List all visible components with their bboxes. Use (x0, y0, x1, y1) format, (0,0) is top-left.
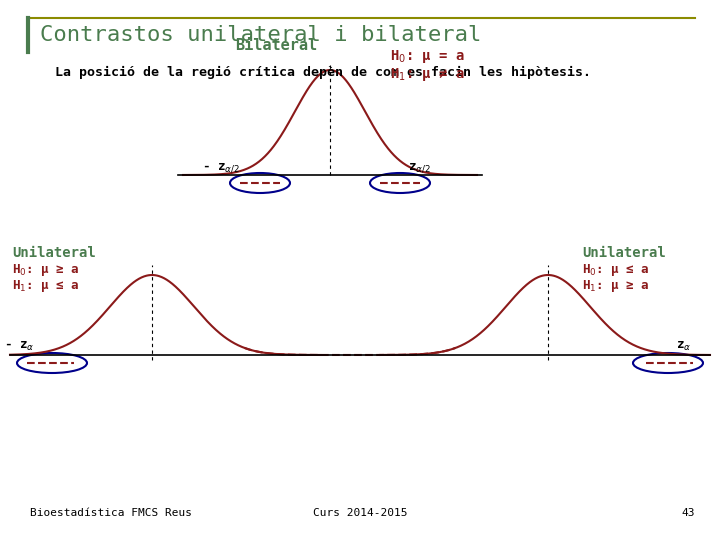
Text: - z$_{\alpha/2}$: - z$_{\alpha/2}$ (202, 160, 240, 173)
Text: La posició de la regió crítica depèn de com es facin les hipòtesis.: La posició de la regió crítica depèn de … (55, 66, 591, 79)
Text: Bilateral: Bilateral (235, 38, 317, 53)
Text: Unilateral: Unilateral (12, 246, 96, 260)
Text: Curs 2014-2015: Curs 2014-2015 (312, 508, 408, 518)
Text: z$_{\alpha/2}$: z$_{\alpha/2}$ (408, 160, 431, 173)
Text: Unilateral: Unilateral (582, 246, 666, 260)
Text: 43: 43 (682, 508, 695, 518)
Text: H$_1$: μ ≤ a: H$_1$: μ ≤ a (12, 278, 79, 294)
Text: Bioestadística FMCS Reus: Bioestadística FMCS Reus (30, 508, 192, 518)
Text: H$_1$: μ ≥ a: H$_1$: μ ≥ a (582, 278, 649, 294)
Text: Contrastos unilateral i bilateral: Contrastos unilateral i bilateral (40, 25, 482, 45)
Text: H$_0$: μ ≤ a: H$_0$: μ ≤ a (582, 262, 649, 278)
Text: H$_1$: μ ≠ a: H$_1$: μ ≠ a (390, 66, 464, 83)
Text: - z$_{\alpha}$: - z$_{\alpha}$ (4, 340, 35, 353)
Text: z$_{\alpha}$: z$_{\alpha}$ (676, 340, 691, 353)
Text: H$_0$: μ ≥ a: H$_0$: μ ≥ a (12, 262, 79, 278)
Text: H$_0$: μ = a: H$_0$: μ = a (390, 48, 464, 65)
